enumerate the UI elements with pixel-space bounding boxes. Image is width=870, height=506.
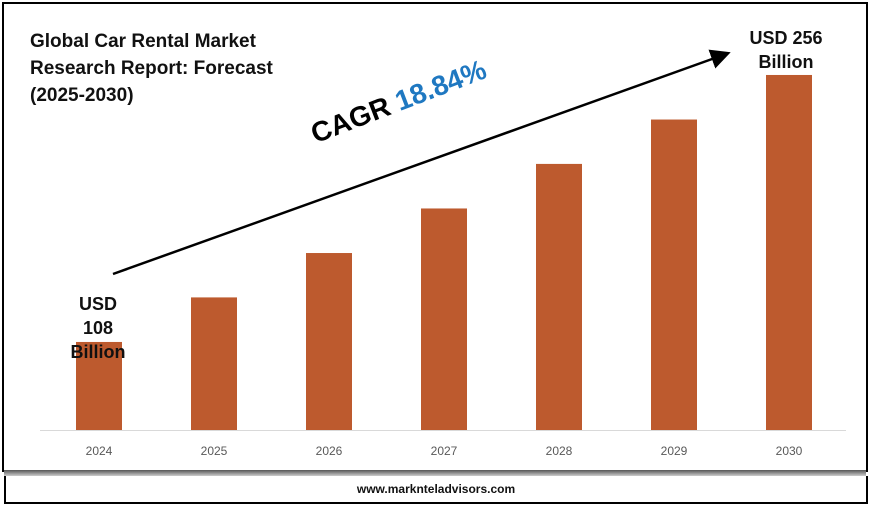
- bar-2025: [191, 297, 237, 430]
- x-tick-label: 2030: [776, 444, 803, 458]
- x-tick-label: 2029: [661, 444, 688, 458]
- last-value-label: USD 256 Billion: [745, 26, 827, 74]
- bar-2027: [421, 208, 467, 430]
- bar-2028: [536, 163, 582, 430]
- last-value-amount: USD 256: [749, 28, 823, 48]
- first-value-label: USD 108 Billion: [62, 292, 134, 364]
- bar-2024: [76, 341, 122, 430]
- bar-2030: [766, 74, 812, 430]
- footer-website: www.marknteladvisors.com: [4, 476, 868, 504]
- x-tick-label: 2028: [546, 444, 573, 458]
- divider-shadow: [4, 470, 866, 476]
- bar-2029: [651, 119, 697, 430]
- x-tick-label: 2024: [86, 444, 113, 458]
- x-tick-label: 2025: [201, 444, 228, 458]
- x-tick-label: 2027: [431, 444, 458, 458]
- x-tick-label: 2026: [316, 444, 343, 458]
- chart-title: Global Car Rental Market Research Report…: [30, 31, 273, 106]
- last-value-unit: Billion: [758, 52, 814, 72]
- first-value-unit: Billion: [70, 342, 126, 362]
- first-value-amount: USD 108: [78, 294, 117, 338]
- bar-2026: [306, 253, 352, 430]
- growth-arrow: [112, 49, 731, 276]
- bar-chart: 2024 2025 2026 2027 2028 2029 2030: [40, 49, 846, 458]
